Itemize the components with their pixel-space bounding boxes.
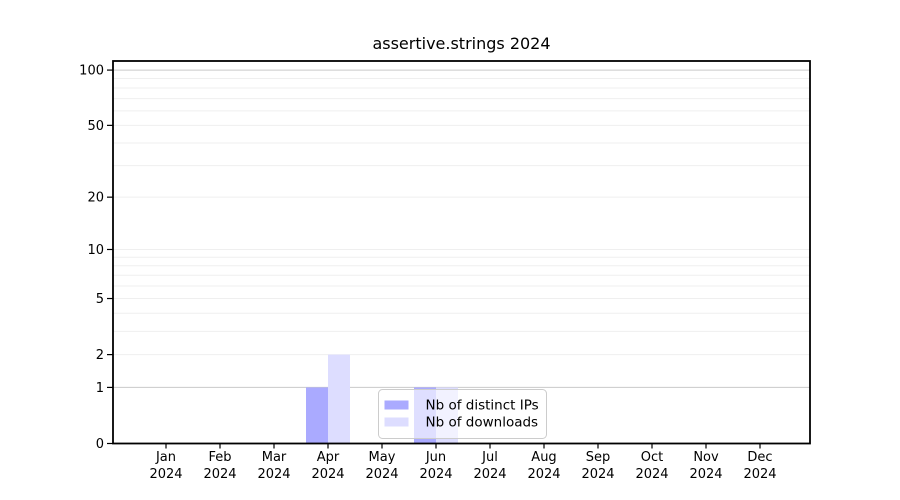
legend-label-nb-of-downloads: Nb of downloads bbox=[426, 415, 539, 431]
x-tick-label-year: 2024 bbox=[257, 467, 290, 482]
axis-frame bbox=[112, 60, 811, 445]
x-tick-label-year: 2024 bbox=[581, 467, 614, 482]
y-tick-label: 5 bbox=[96, 292, 104, 307]
x-tick-label-year: 2024 bbox=[473, 467, 506, 482]
x-tick-label-month: Aug bbox=[531, 450, 556, 465]
legend-label-nb-of-distinct-ips: Nb of distinct IPs bbox=[426, 398, 539, 414]
chart-title: assertive.strings 2024 bbox=[372, 34, 551, 53]
x-tick-label-year: 2024 bbox=[311, 467, 344, 482]
x-tick-label-month: Nov bbox=[693, 450, 719, 465]
x-tick-label-year: 2024 bbox=[203, 467, 236, 482]
x-tick-label-year: 2024 bbox=[365, 467, 398, 482]
legend-swatch-nb-of-distinct-ips bbox=[384, 400, 409, 410]
bar-nb-of-distinct-ips-apr-2024 bbox=[306, 387, 328, 444]
x-tick-label-year: 2024 bbox=[149, 467, 182, 482]
legend-swatch-nb-of-downloads bbox=[384, 417, 409, 427]
gridlines bbox=[113, 69, 810, 388]
x-tick-label-month: Jun bbox=[425, 450, 446, 465]
x-axis: Jan 2024 Feb 2024 Mar 2024 Apr 2024 May 2024 Jun 20… bbox=[149, 443, 777, 482]
x-tick-label-month: Sep bbox=[586, 450, 611, 465]
x-tick-label-month: Oct bbox=[641, 450, 663, 465]
x-tick-label-month: Mar bbox=[262, 450, 287, 465]
y-tick-label: 100 bbox=[79, 64, 104, 79]
y-tick-label: 0 bbox=[96, 437, 104, 452]
x-tick-label-year: 2024 bbox=[419, 467, 452, 482]
x-tick-label-month: Apr bbox=[317, 450, 340, 465]
y-tick-label: 2 bbox=[96, 348, 104, 363]
x-tick-label-year: 2024 bbox=[743, 467, 776, 482]
x-tick-label-month: Feb bbox=[208, 450, 231, 465]
y-tick-label: 20 bbox=[87, 191, 104, 206]
y-axis: 0 1 2 5 10 20 50 100 bbox=[79, 64, 113, 452]
legend-box bbox=[378, 389, 547, 439]
y-tick-label: 10 bbox=[87, 243, 104, 258]
bar-nb-of-downloads-apr-2024 bbox=[328, 354, 350, 444]
y-tick-label: 1 bbox=[96, 381, 104, 396]
y-tick-label: 50 bbox=[87, 119, 104, 134]
x-tick-label-year: 2024 bbox=[689, 467, 722, 482]
x-tick-label-month: May bbox=[369, 450, 396, 465]
x-tick-label-year: 2024 bbox=[527, 467, 560, 482]
x-tick-label-month: Jan bbox=[155, 450, 176, 465]
x-tick-label-month: Dec bbox=[747, 450, 772, 465]
x-tick-label-month: Jul bbox=[481, 450, 498, 465]
x-tick-label-year: 2024 bbox=[635, 467, 668, 482]
